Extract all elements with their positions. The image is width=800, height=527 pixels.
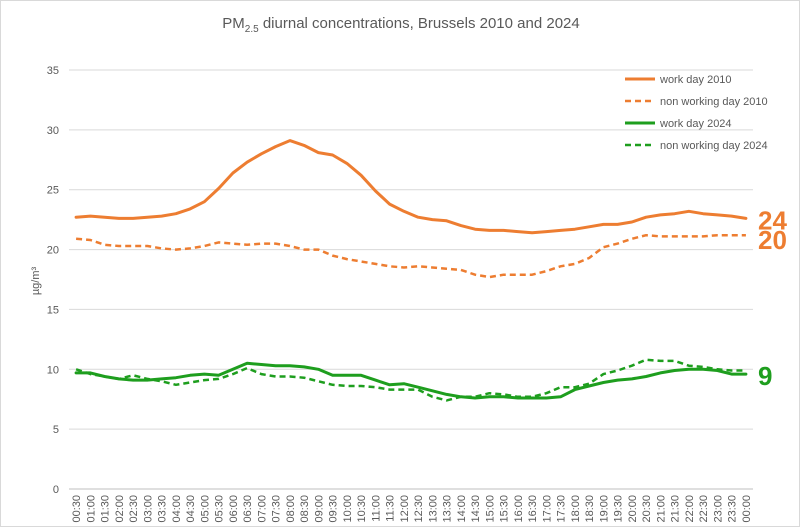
x-tick-label: 17:00 — [541, 495, 553, 523]
x-tick-label: 22:00 — [684, 495, 696, 523]
x-tick-label: 03:00 — [142, 495, 154, 523]
y-tick-label: 25 — [47, 185, 59, 197]
x-tick-label: 18:30 — [584, 495, 596, 523]
y-tick-layer: 0 5 10 15 20 25 30 35 — [47, 65, 59, 496]
end-value-label: 9 — [758, 361, 772, 391]
x-tick-label: 20:00 — [627, 495, 639, 523]
y-tick-label: 30 — [47, 125, 59, 137]
x-tick-label: 13:00 — [427, 495, 439, 523]
x-tick-label: 15:30 — [499, 495, 511, 523]
x-tick-label: 12:30 — [413, 495, 425, 523]
grid-layer — [69, 69, 753, 490]
series-layer — [74, 139, 748, 402]
x-tick-label: 08:00 — [285, 495, 297, 523]
x-tick-label: 21:00 — [655, 495, 667, 523]
x-tick-label: 19:00 — [598, 495, 610, 523]
title-subscript: 2.5 — [245, 24, 259, 35]
x-tick-label: 07:00 — [256, 495, 268, 523]
title-main: PM — [222, 15, 245, 32]
series-line-1 — [75, 233, 746, 279]
x-tick-label: 02:00 — [114, 495, 126, 523]
x-tick-label: 14:00 — [456, 495, 468, 523]
x-tick-label: 05:30 — [214, 495, 226, 523]
x-tick-label: 06:00 — [228, 495, 240, 523]
x-tick-label: 15:00 — [484, 495, 496, 523]
x-tick-label: 01:30 — [100, 495, 112, 523]
legend: work day 2010 non working day 2010 work da… — [625, 74, 768, 152]
x-tick-label: 19:30 — [613, 495, 625, 523]
x-tick-label: 16:30 — [527, 495, 539, 523]
x-tick-label: 13:30 — [442, 495, 454, 523]
x-tick-label: 11:30 — [385, 495, 397, 522]
x-tick-label: 23:00 — [712, 495, 724, 523]
series-line-0 — [74, 139, 748, 235]
legend-entry: non working day 2024 — [660, 140, 768, 152]
y-tick-label: 10 — [47, 364, 59, 376]
series-line-3 — [75, 358, 746, 402]
x-tick-label: 10:00 — [342, 495, 354, 523]
title-rest: diurnal concentrations, Brussels 2010 an… — [259, 15, 580, 32]
x-tick-label: 08:30 — [299, 495, 311, 523]
x-tick-label: 00:30 — [71, 495, 83, 523]
x-tick-label: 23:30 — [727, 495, 739, 523]
x-tick-label: 04:00 — [171, 495, 183, 523]
x-tick-label: 18:00 — [570, 495, 582, 523]
x-tick-label: 10:30 — [356, 495, 368, 523]
x-tick-label: 21:30 — [670, 495, 682, 523]
x-tick-label: 17:30 — [556, 495, 568, 523]
y-tick-label: 15 — [47, 304, 59, 316]
x-tick-label: 16:00 — [513, 495, 525, 523]
series-line-2 — [74, 361, 748, 400]
x-tick-layer: 00:30 01:00 01:30 02:00 02:30 03:00 03:30 04:00… — [71, 495, 753, 523]
x-tick-label: 03:30 — [157, 495, 169, 523]
x-tick-label: 06:30 — [242, 495, 254, 523]
x-tick-label: 05:00 — [199, 495, 211, 523]
y-axis-label: µg/m³ — [30, 266, 42, 295]
legend-entry: work day 2010 — [659, 74, 732, 86]
x-tick-label: 01:00 — [85, 495, 97, 523]
legend-entry: work day 2024 — [659, 118, 732, 130]
x-tick-label: 11:00 — [370, 495, 382, 522]
y-tick-label: 0 — [53, 484, 59, 496]
y-tick-label: 20 — [47, 245, 59, 257]
x-tick-label: 14:30 — [470, 495, 482, 523]
x-tick-label: 09:00 — [313, 495, 325, 523]
chart-title: PM2.5 diurnal concentrations, Brussels 2… — [222, 15, 579, 35]
legend-entry: non working day 2010 — [660, 96, 768, 108]
x-tick-label: 07:30 — [271, 495, 283, 523]
x-tick-label: 02:30 — [128, 495, 140, 523]
x-tick-label: 22:30 — [698, 495, 710, 523]
x-tick-label: 20:30 — [641, 495, 653, 523]
y-tick-label: 35 — [47, 65, 59, 77]
end-value-label: 24 — [758, 205, 787, 235]
y-tick-label: 5 — [53, 424, 59, 436]
end-value-label: 20 — [758, 225, 787, 255]
x-tick-label: 00:00 — [741, 495, 753, 523]
x-tick-label: 04:30 — [185, 495, 197, 523]
x-tick-label: 12:00 — [399, 495, 411, 523]
x-tick-label: 09:30 — [328, 495, 340, 523]
